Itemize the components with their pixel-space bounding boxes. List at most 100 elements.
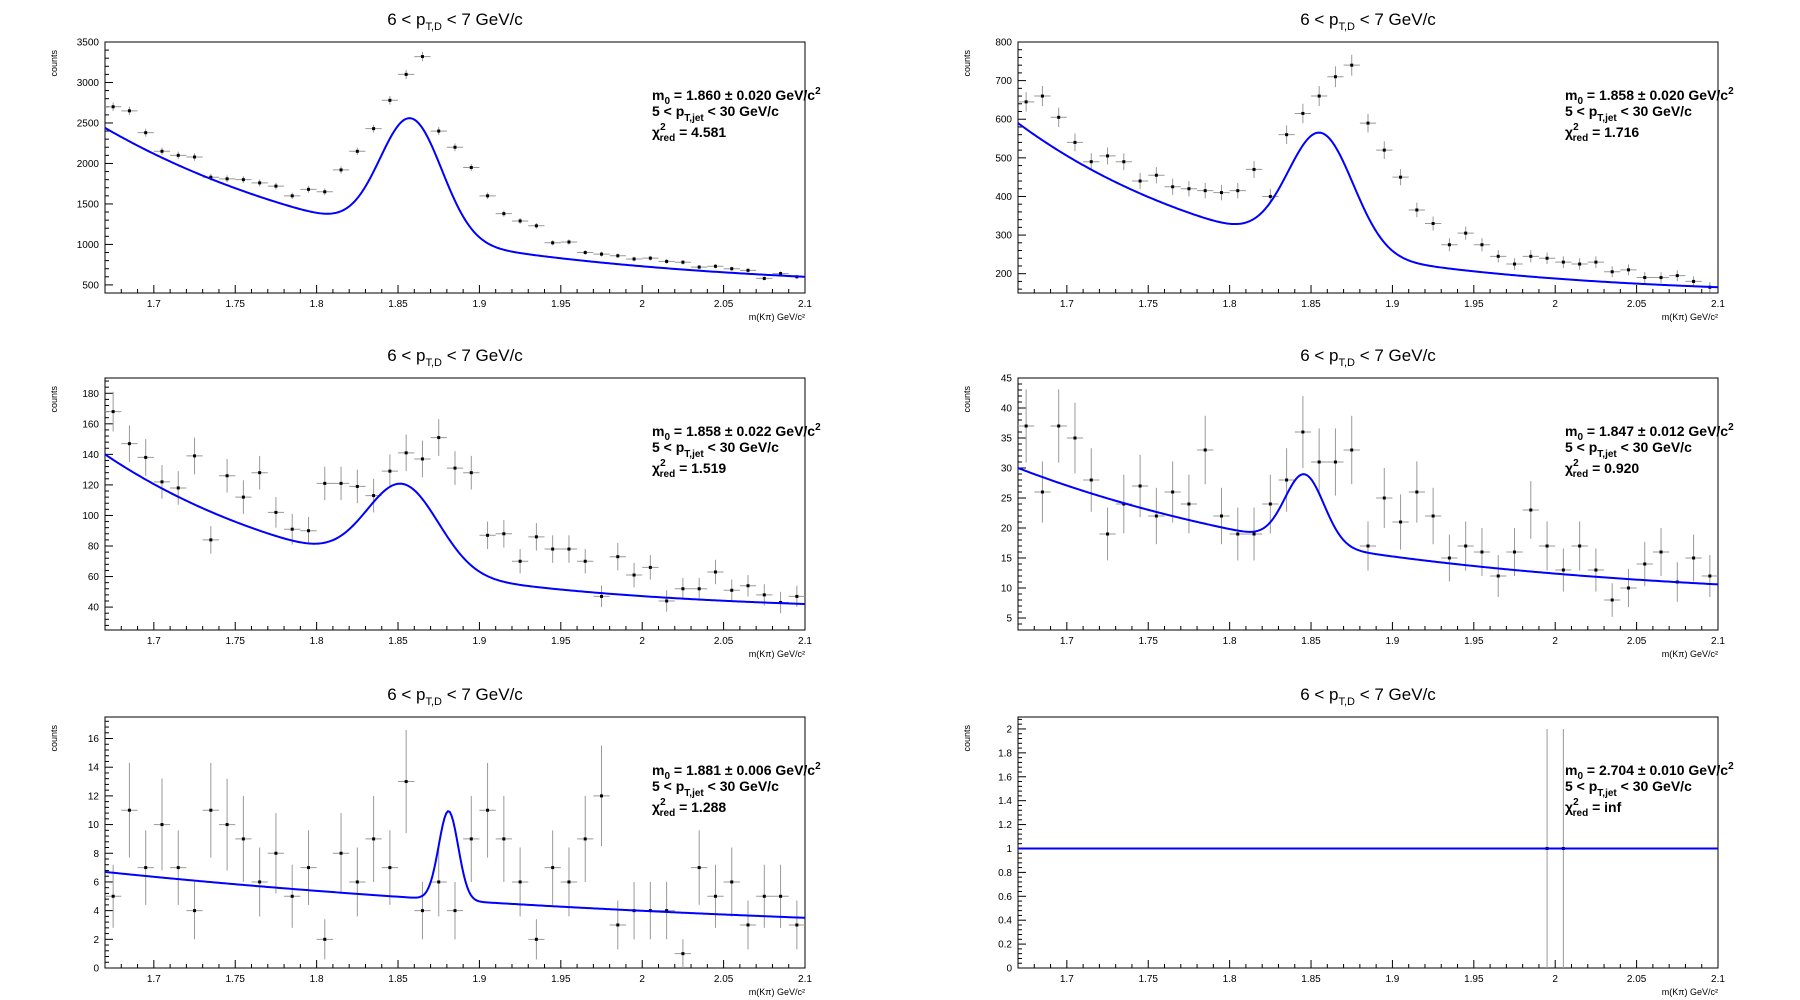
data-point xyxy=(469,166,473,169)
data-point xyxy=(469,471,473,475)
data-point xyxy=(795,594,799,598)
y-tick-label: 40 xyxy=(88,603,100,614)
data-point xyxy=(762,276,766,280)
y-tick-label: 1.4 xyxy=(998,796,1012,807)
data-point xyxy=(1529,508,1533,512)
chart-title: 6 < pT,D < 7 GeV/c xyxy=(1300,10,1436,33)
data-point xyxy=(1236,532,1240,536)
data-point xyxy=(372,837,376,841)
data-point xyxy=(746,268,750,272)
y-tick-label: 120 xyxy=(82,480,99,491)
data-point xyxy=(453,466,457,470)
data-point xyxy=(1480,550,1484,554)
data-point xyxy=(420,457,424,461)
x-tick-label: 1.85 xyxy=(388,974,408,985)
y-tick-label: 500 xyxy=(995,153,1012,164)
y-tick-label: 800 xyxy=(995,38,1012,49)
chart-title: 6 < pT,D < 7 GeV/c xyxy=(1300,685,1436,708)
data-point xyxy=(1106,154,1110,158)
data-point xyxy=(518,880,522,884)
x-axis-label: m(Kπ) GeV/c² xyxy=(749,649,805,659)
data-point xyxy=(730,267,734,271)
fit-jet-text: 5 < pT,jet < 30 GeV/c xyxy=(1565,778,1692,799)
fit-mass-text: m0 = 1.860 ± 0.020 GeV/c2 xyxy=(652,86,821,107)
data-point xyxy=(1578,544,1582,548)
fit-mass-text: m0 = 1.858 ± 0.020 GeV/c2 xyxy=(1565,86,1734,107)
y-tick-label: 1500 xyxy=(77,199,100,210)
panel-5: 6 < pT,D < 7 GeV/c 1.7 1.75 1.8 1.85 1.9 1.95 2… xyxy=(49,685,821,997)
data-point xyxy=(1643,276,1647,280)
data-point xyxy=(616,555,620,559)
y-axis-label: counts xyxy=(962,725,972,752)
data-point xyxy=(1285,133,1289,137)
data-point xyxy=(502,532,506,536)
x-tick-label: 2.05 xyxy=(1627,299,1647,310)
data-point xyxy=(1496,574,1500,578)
y-tick-label: 15 xyxy=(1001,554,1013,565)
y-tick-label: 60 xyxy=(88,572,100,583)
x-tick-label: 1.85 xyxy=(1301,974,1321,985)
data-point xyxy=(1350,63,1354,67)
data-point xyxy=(1219,191,1223,195)
y-tick-label: 1.8 xyxy=(998,748,1012,759)
data-point xyxy=(290,894,294,898)
x-tick-label: 2.1 xyxy=(1711,636,1725,647)
fit-mass-text: m0 = 1.847 ± 0.012 GeV/c2 xyxy=(1565,422,1734,443)
data-point xyxy=(144,455,148,459)
data-point xyxy=(534,937,538,941)
data-point xyxy=(193,909,197,913)
data-point xyxy=(681,587,685,591)
x-tick-label: 2.05 xyxy=(714,636,734,647)
x-tick-label: 2.1 xyxy=(1711,299,1725,310)
x-tick-label: 1.8 xyxy=(310,636,324,647)
data-point xyxy=(111,410,115,414)
fit-mass-text: m0 = 1.881 ± 0.006 GeV/c2 xyxy=(652,761,821,782)
data-point xyxy=(1399,520,1403,524)
x-tick-label: 1.95 xyxy=(1464,636,1484,647)
data-point xyxy=(1317,460,1321,464)
data-point xyxy=(290,194,294,198)
x-tick-label: 1.9 xyxy=(472,636,486,647)
fit-curve xyxy=(104,117,806,278)
data-point xyxy=(1073,140,1077,144)
data-point xyxy=(1431,221,1435,225)
data-point xyxy=(583,837,587,841)
data-point xyxy=(388,866,392,870)
data-point xyxy=(127,808,131,812)
x-tick-label: 1.75 xyxy=(225,299,245,310)
data-point xyxy=(111,894,115,898)
data-point xyxy=(111,105,115,109)
y-tick-label: 5 xyxy=(1006,614,1012,625)
data-point xyxy=(225,474,229,478)
y-tick-label: 12 xyxy=(88,791,100,802)
data-point xyxy=(616,254,620,258)
y-tick-label: 700 xyxy=(995,76,1012,87)
data-point xyxy=(258,880,262,884)
data-point xyxy=(306,187,310,191)
data-point xyxy=(1464,544,1468,548)
x-tick-label: 1.8 xyxy=(310,974,324,985)
data-point xyxy=(355,880,359,884)
x-tick-label: 2.1 xyxy=(798,974,812,985)
data-point xyxy=(1024,100,1028,104)
data-point xyxy=(486,533,490,537)
data-point xyxy=(1203,448,1207,452)
plot-frame xyxy=(104,716,806,969)
data-point xyxy=(127,442,131,446)
data-point xyxy=(290,527,294,531)
data-point xyxy=(1333,75,1337,79)
data-point xyxy=(779,894,783,898)
data-point xyxy=(1496,254,1500,258)
y-tick-label: 16 xyxy=(88,734,100,745)
fit-chi2-text: χ2 red = 4.581 xyxy=(652,122,726,144)
panel-2: 6 < pT,D < 7 GeV/c 1.7 1.75 1.8 1.85 1.9 1.95 2… xyxy=(962,10,1734,322)
data-point xyxy=(518,559,522,563)
x-tick-label: 2.05 xyxy=(1627,974,1647,985)
x-tick-label: 1.95 xyxy=(551,299,571,310)
data-point xyxy=(534,224,538,228)
data-point xyxy=(1057,424,1061,428)
data-point xyxy=(1464,231,1468,235)
data-point xyxy=(160,149,164,153)
data-point xyxy=(274,851,278,855)
y-axis-label: counts xyxy=(962,386,972,413)
